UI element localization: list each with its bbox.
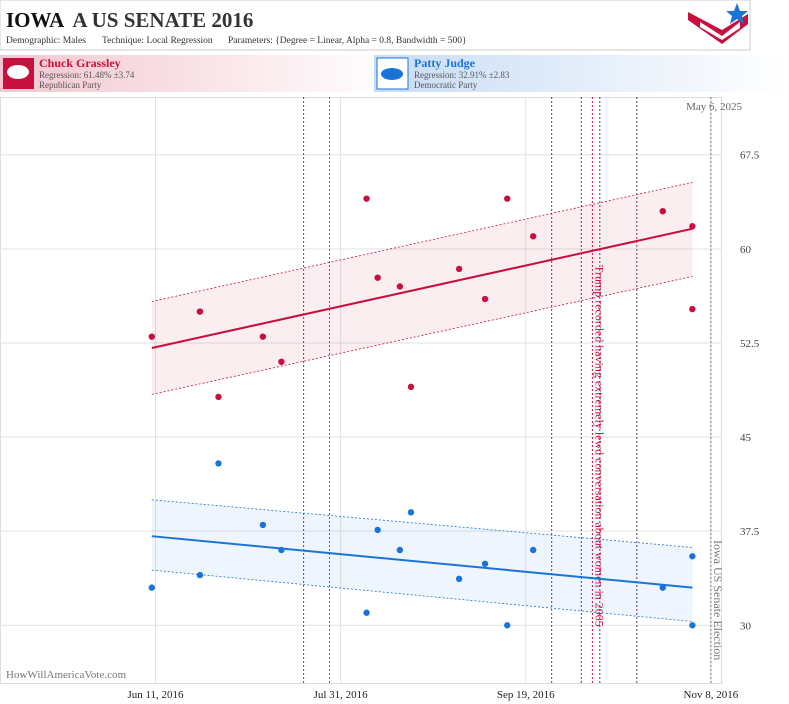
data-point: [259, 333, 267, 340]
dem-icon-shape: [381, 68, 403, 80]
band-edge: [151, 276, 693, 395]
header-box: [0, 0, 751, 51]
logo: [688, 3, 748, 44]
rep-box: [0, 55, 394, 92]
data-point: [689, 622, 696, 629]
data-point: [529, 233, 537, 240]
y-tick-label: 37.5: [740, 526, 760, 538]
candidate-name: Patty Judge: [414, 56, 476, 70]
data-point: [148, 584, 156, 591]
candidate-party: Republican Party: [39, 80, 102, 90]
data-point: [504, 622, 511, 629]
data-point: [196, 571, 204, 579]
band-edge: [151, 499, 693, 548]
confidence-band: [151, 499, 693, 622]
data-point: [455, 265, 463, 273]
data-point: [504, 195, 511, 202]
state: IOWA: [6, 8, 65, 32]
y-tick-label: 60: [740, 244, 752, 256]
date-stamp: May 6, 2025: [686, 101, 742, 113]
data-point: [659, 584, 666, 591]
band-edge: [151, 181, 693, 302]
data-point: [407, 383, 415, 391]
data-point: [259, 521, 267, 529]
data-point: [481, 295, 489, 303]
x-tick-label: Jul 31, 2016: [314, 689, 369, 701]
y-tick-label: 30: [740, 620, 752, 632]
event-label: Iowa US Senate Election: [711, 540, 725, 660]
x-tick-label: Nov 8, 2016: [684, 689, 739, 701]
title-text: A US SENATE 2016: [72, 8, 253, 32]
y-tick-label: 45: [740, 432, 752, 444]
band-edge: [151, 569, 693, 622]
title: IOWA A US SENATE 2016: [6, 8, 253, 32]
data-point: [659, 207, 666, 215]
data-point: [148, 333, 156, 340]
regression-line: [151, 535, 693, 589]
candidate-regression: Regression: 32.91% ±2.83: [414, 70, 510, 80]
data-point: [215, 460, 222, 467]
data-point: [374, 526, 381, 534]
data-point: [481, 560, 489, 567]
x-tick-label: Jun 11, 2016: [127, 689, 184, 701]
rep-icon-shape: [7, 65, 29, 79]
data-point: [374, 274, 381, 281]
data-point: [215, 393, 222, 401]
data-point: [689, 305, 696, 313]
candidate-name: Chuck Grassley: [39, 56, 121, 70]
y-tick-label: 52.5: [740, 338, 760, 350]
watermark: HowWillAmericaVote.com: [6, 669, 126, 681]
plot-frame: [0, 97, 722, 684]
data-point: [529, 546, 537, 554]
data-point: [363, 195, 370, 202]
regression-line: [151, 227, 693, 349]
data-point: [363, 609, 370, 616]
dem-box: [374, 55, 788, 92]
candidate-regression: Regression: 61.48% ±3.74: [39, 70, 135, 80]
data-point: [278, 546, 285, 554]
data-point: [396, 546, 404, 554]
data-point: [278, 358, 285, 365]
x-tick-label: Sep 19, 2016: [497, 689, 555, 701]
subtitle-3: Parameters: {Degree = Linear, Alpha = 0.…: [228, 36, 467, 46]
subtitle-1: Demographic: Males: [6, 36, 86, 46]
data-point: [689, 553, 696, 560]
data-point: [396, 283, 404, 290]
subtitle-2: Technique: Local Regression: [102, 36, 213, 46]
data-point: [689, 223, 696, 230]
candidate-party: Democratic Party: [414, 80, 478, 90]
y-tick-label: 67.5: [740, 150, 760, 162]
data-point: [196, 308, 204, 315]
data-point: [455, 575, 463, 583]
data-point: [407, 509, 415, 516]
